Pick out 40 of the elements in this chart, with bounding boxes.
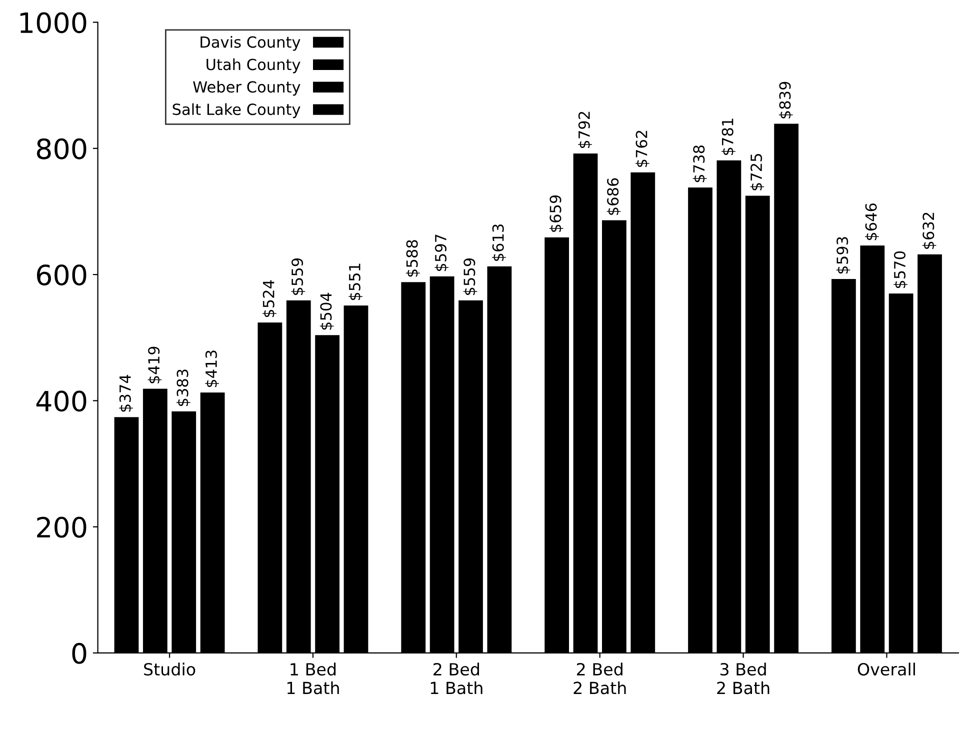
x-tick-label: Studio bbox=[144, 662, 196, 676]
data-label: $413 bbox=[205, 350, 220, 388]
data-label: $792 bbox=[578, 112, 592, 148]
data-label: $597 bbox=[434, 234, 449, 271]
x-tick-label: Overall bbox=[858, 662, 915, 676]
data-label: $588 bbox=[406, 240, 420, 277]
x-tick-label: 3 Bed 2 Bath bbox=[717, 662, 770, 694]
data-label: $686 bbox=[606, 178, 621, 215]
data-label: $725 bbox=[750, 154, 764, 190]
x-tick-label: 2 Bed 2 Bath bbox=[574, 662, 626, 694]
data-label: $646 bbox=[864, 203, 879, 240]
data-label: $632 bbox=[922, 212, 936, 249]
y-tick-label: 1000 bbox=[20, 12, 86, 34]
data-label: $839 bbox=[778, 82, 793, 118]
data-label: $374 bbox=[119, 374, 133, 412]
data-label: $419 bbox=[148, 346, 162, 384]
y-tick-label: 0 bbox=[72, 642, 86, 664]
data-label: $383 bbox=[176, 370, 190, 406]
data-label: $659 bbox=[549, 195, 564, 232]
legend-label: Utah County bbox=[206, 58, 300, 74]
data-label: $504 bbox=[320, 292, 334, 330]
legend-label: Salt Lake County bbox=[172, 103, 300, 118]
x-tick-label: 1 Bed 1 Bath bbox=[287, 662, 339, 694]
data-label: $570 bbox=[894, 251, 908, 288]
data-label: $593 bbox=[836, 237, 850, 274]
data-label: $559 bbox=[463, 258, 478, 295]
y-tick-label: 800 bbox=[36, 138, 86, 160]
data-label: $559 bbox=[291, 258, 306, 295]
data-label: $524 bbox=[262, 280, 276, 318]
data-label: $738 bbox=[692, 146, 707, 182]
legend-label: Weber County bbox=[193, 80, 300, 96]
data-label: $551 bbox=[348, 264, 362, 300]
y-tick-label: 400 bbox=[36, 390, 86, 412]
x-tick-label: 2 Bed 1 Bath bbox=[430, 662, 482, 694]
data-label: $762 bbox=[635, 130, 650, 167]
legend-label: Davis County bbox=[200, 36, 300, 51]
y-tick-label: 600 bbox=[36, 264, 86, 286]
y-tick-label: 200 bbox=[37, 516, 86, 538]
data-label: $613 bbox=[492, 224, 506, 261]
data-label: $781 bbox=[722, 118, 736, 155]
